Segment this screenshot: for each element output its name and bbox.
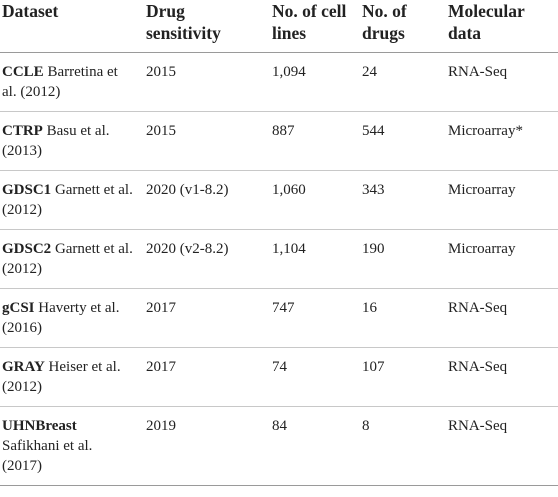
header-cell-lines: No. of cell lines bbox=[272, 1, 347, 43]
dataset-name: GDSC2 bbox=[2, 241, 52, 257]
drugs-cell: 343 bbox=[362, 182, 385, 198]
table-row: GRAY Heiser et al. (2012) 2017 74 107 RN… bbox=[0, 348, 558, 407]
cell-lines-cell: 74 bbox=[272, 359, 287, 375]
molecular-data-cell: RNA-Seq bbox=[448, 418, 508, 434]
dataset-citation: Heiser et al. (2012) bbox=[2, 359, 121, 395]
dataset-cell: CTRP Basu et al. (2013) bbox=[0, 112, 138, 171]
table-row: GDSC2 Garnett et al. (2012) 2020 (v2-8.2… bbox=[0, 230, 558, 289]
table-row: GDSC1 Garnett et al. (2012) 2020 (v1-8.2… bbox=[0, 171, 558, 230]
dataset-cell: UHNBreast Safikhani et al. (2017) bbox=[0, 407, 138, 486]
table-body: CCLE Barretina et al. (2012) 2015 1,094 … bbox=[0, 53, 558, 486]
drugs-cell: 24 bbox=[362, 64, 377, 80]
dataset-name: GRAY bbox=[2, 359, 45, 375]
table-row: gCSI Haverty et al. (2016) 2017 747 16 R… bbox=[0, 289, 558, 348]
table-header: Dataset Drug sensitivity No. of cell lin… bbox=[0, 0, 558, 53]
dataset-name: UHNBreast bbox=[2, 418, 77, 434]
dataset-citation: Safikhani et al. (2017) bbox=[2, 438, 93, 474]
molecular-data-cell: RNA-Seq bbox=[448, 359, 508, 375]
dataset-table: Dataset Drug sensitivity No. of cell lin… bbox=[0, 0, 558, 486]
table-row: CTRP Basu et al. (2013) 2015 887 544 Mic… bbox=[0, 112, 558, 171]
cell-lines-cell: 887 bbox=[272, 123, 295, 139]
molecular-data-cell: Microarray* bbox=[448, 123, 523, 139]
cell-lines-cell: 1,094 bbox=[272, 64, 306, 80]
cell-lines-cell: 747 bbox=[272, 300, 295, 316]
drugs-cell: 16 bbox=[362, 300, 377, 316]
header-molecular-data: Molecular data bbox=[448, 1, 525, 43]
dataset-name: CCLE bbox=[2, 64, 44, 80]
drug-sensitivity-cell: 2019 bbox=[146, 418, 176, 434]
cell-lines-cell: 1,060 bbox=[272, 182, 306, 198]
cell-lines-cell: 84 bbox=[272, 418, 287, 434]
molecular-data-cell: Microarray bbox=[448, 241, 516, 257]
dataset-citation: Basu et al. (2013) bbox=[2, 123, 110, 159]
drugs-cell: 544 bbox=[362, 123, 385, 139]
cell-lines-cell: 1,104 bbox=[272, 241, 306, 257]
dataset-cell: gCSI Haverty et al. (2016) bbox=[0, 289, 138, 348]
molecular-data-cell: RNA-Seq bbox=[448, 300, 508, 316]
header-row: Dataset Drug sensitivity No. of cell lin… bbox=[0, 0, 558, 53]
dataset-cell: GDSC1 Garnett et al. (2012) bbox=[0, 171, 138, 230]
drug-sensitivity-cell: 2017 bbox=[146, 300, 176, 316]
dataset-cell: GDSC2 Garnett et al. (2012) bbox=[0, 230, 138, 289]
table-row: CCLE Barretina et al. (2012) 2015 1,094 … bbox=[0, 53, 558, 112]
drugs-cell: 107 bbox=[362, 359, 385, 375]
header-drug-sensitivity: Drug sensitivity bbox=[146, 1, 221, 43]
dataset-cell: CCLE Barretina et al. (2012) bbox=[0, 53, 138, 112]
header-dataset: Dataset bbox=[2, 1, 59, 21]
dataset-name: GDSC1 bbox=[2, 182, 52, 198]
dataset-cell: GRAY Heiser et al. (2012) bbox=[0, 348, 138, 407]
header-drugs: No. of drugs bbox=[362, 1, 407, 43]
table-row: UHNBreast Safikhani et al. (2017) 2019 8… bbox=[0, 407, 558, 486]
drugs-cell: 190 bbox=[362, 241, 385, 257]
molecular-data-cell: Microarray bbox=[448, 182, 516, 198]
drug-sensitivity-cell: 2020 (v1-8.2) bbox=[146, 182, 229, 198]
drugs-cell: 8 bbox=[362, 418, 370, 434]
dataset-citation: Garnett et al. (2012) bbox=[2, 182, 133, 218]
dataset-name: gCSI bbox=[2, 300, 35, 316]
dataset-name: CTRP bbox=[2, 123, 43, 139]
molecular-data-cell: RNA-Seq bbox=[448, 64, 508, 80]
drug-sensitivity-cell: 2015 bbox=[146, 123, 176, 139]
drug-sensitivity-cell: 2015 bbox=[146, 64, 176, 80]
drug-sensitivity-cell: 2020 (v2-8.2) bbox=[146, 241, 229, 257]
drug-sensitivity-cell: 2017 bbox=[146, 359, 176, 375]
dataset-citation: Barretina et al. (2012) bbox=[2, 64, 118, 100]
dataset-citation: Haverty et al. (2016) bbox=[2, 300, 120, 336]
dataset-citation: Garnett et al. (2012) bbox=[2, 241, 133, 277]
